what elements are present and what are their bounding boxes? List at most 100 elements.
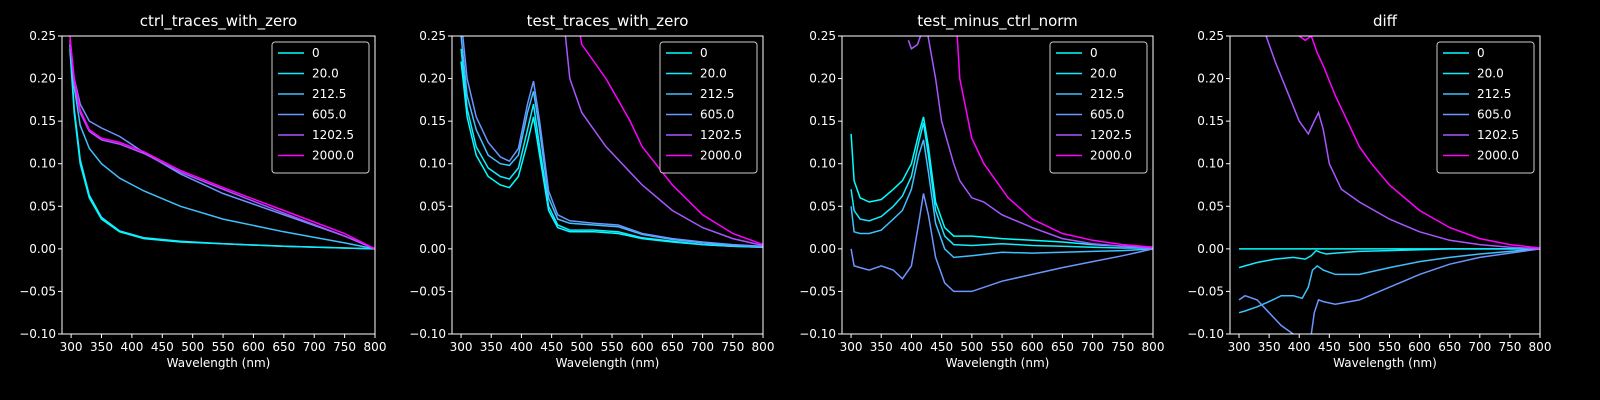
y-tick-label: 0.05 (809, 199, 836, 213)
series-line-20.0 (69, 44, 375, 250)
x-tick-label: 750 (1111, 340, 1134, 354)
legend-label: 1202.5 (312, 128, 354, 142)
y-tick-label: −0.10 (409, 327, 446, 341)
x-tick-label: 400 (120, 340, 143, 354)
legend-label: 0 (1477, 46, 1485, 60)
legend-label: 20.0 (1090, 67, 1117, 81)
x-tick-label: 600 (242, 340, 265, 354)
x-tick-label: 300 (60, 340, 83, 354)
y-tick-label: 0.00 (1197, 242, 1224, 256)
y-tick-label: 0.00 (809, 242, 836, 256)
x-tick-label: 700 (691, 340, 714, 354)
chart-title: test_traces_with_zero (527, 12, 689, 31)
axes-frame (61, 35, 376, 335)
chart-title: ctrl_traces_with_zero (140, 12, 297, 31)
x-tick-label: 300 (1228, 340, 1251, 354)
series-line-20.0 (850, 122, 1153, 249)
x-tick-label: 400 (900, 340, 923, 354)
x-tick-label: 650 (272, 340, 295, 354)
x-tick-label: 650 (1051, 340, 1074, 354)
x-tick-label: 350 (1258, 340, 1281, 354)
legend-label: 212.5 (1477, 87, 1511, 101)
series-line-20.0 (1238, 248, 1540, 269)
y-tick-label: 0.15 (29, 114, 56, 128)
x-tick-label: 450 (1318, 340, 1341, 354)
series-line-605.0 (69, 44, 375, 250)
legend-label: 212.5 (312, 87, 346, 101)
series-line-605.0 (1238, 248, 1540, 334)
y-tick-label: −0.05 (409, 284, 446, 298)
legend-label: 20.0 (1477, 67, 1504, 81)
axes-frame (841, 35, 1154, 335)
y-tick-label: −0.10 (19, 327, 56, 341)
y-tick-label: 0.05 (29, 199, 56, 213)
x-tick-label: 750 (721, 340, 744, 354)
series-line-1202.5 (907, 36, 1153, 249)
y-tick-label: 0.20 (29, 72, 56, 86)
legend-label: 1202.5 (1090, 128, 1132, 142)
y-tick-label: 0.10 (1197, 157, 1224, 171)
series-line-2000.0 (579, 36, 763, 246)
x-tick-label: 500 (960, 340, 983, 354)
y-tick-label: −0.10 (1187, 327, 1224, 341)
legend-box (659, 41, 758, 174)
y-tick-label: −0.05 (799, 284, 836, 298)
x-tick-label: 350 (480, 340, 503, 354)
x-tick-label: 750 (1498, 340, 1521, 354)
x-tick-label: 500 (181, 340, 204, 354)
x-axis-label: Wavelength (nm) (167, 356, 271, 370)
series-line-1202.5 (564, 36, 763, 247)
y-tick-label: 0.20 (809, 72, 836, 86)
axes-frame (451, 35, 764, 335)
x-tick-label: 650 (1438, 340, 1461, 354)
x-tick-label: 700 (303, 340, 326, 354)
x-tick-label: 300 (450, 340, 473, 354)
legend-label: 212.5 (1090, 87, 1124, 101)
y-tick-label: 0.00 (29, 242, 56, 256)
legend-label: 20.0 (700, 67, 727, 81)
legend: 0 20.0 212.5 605.0 1202.5 2000.0 (659, 41, 758, 174)
y-tick-label: 0.00 (419, 242, 446, 256)
axes-frame (1229, 35, 1541, 335)
legend-label: 2000.0 (312, 149, 354, 163)
series-line-605.0 (462, 36, 763, 248)
x-tick-label: 500 (1348, 340, 1371, 354)
x-tick-label: 550 (991, 340, 1014, 354)
x-tick-label: 500 (570, 340, 593, 354)
series-line-1202.5 (1265, 36, 1540, 250)
x-tick-label: 600 (1408, 340, 1431, 354)
series-line-212.5 (69, 44, 375, 250)
legend-label: 605.0 (1477, 108, 1511, 122)
x-tick-label: 400 (510, 340, 533, 354)
legend: 0 20.0 212.5 605.0 1202.5 2000.0 (271, 41, 370, 174)
series-line-2000.0 (956, 36, 1153, 248)
x-tick-label: 350 (870, 340, 893, 354)
x-tick-label: 550 (212, 340, 235, 354)
y-tick-label: 0.05 (419, 199, 446, 213)
legend: 0 20.0 212.5 605.0 1202.5 2000.0 (1049, 41, 1148, 174)
chart-panel-4: 300 350 400 450 500 550 600 650 700 750 800 −0.10 −0… (1187, 12, 1551, 370)
y-tick-label: 0.25 (1197, 29, 1224, 43)
legend-label: 2000.0 (700, 149, 742, 163)
legend-label: 605.0 (700, 108, 734, 122)
y-tick-label: 0.15 (419, 114, 446, 128)
series-line-0 (850, 116, 1153, 248)
y-tick-label: 0.05 (1197, 199, 1224, 213)
x-tick-label: 800 (1142, 340, 1165, 354)
x-tick-label: 450 (540, 340, 563, 354)
x-tick-label: 750 (333, 340, 356, 354)
legend-label: 1202.5 (700, 128, 742, 142)
legend-label: 1202.5 (1477, 128, 1519, 142)
x-tick-label: 450 (151, 340, 174, 354)
chart-panel-1: 300 350 400 450 500 550 600 650 700 750 800 −0.10 −0… (19, 12, 386, 370)
legend-label: 0 (312, 46, 320, 60)
legend-label: 20.0 (312, 67, 339, 81)
chart-panel-3: 300 350 400 450 500 550 600 650 700 750 800 −0.10 −0… (799, 12, 1164, 370)
chart-title: diff (1373, 12, 1398, 30)
x-tick-label: 650 (661, 340, 684, 354)
legend-label: 605.0 (1090, 108, 1124, 122)
x-axis-label: Wavelength (nm) (556, 356, 660, 370)
x-tick-label: 800 (752, 340, 775, 354)
x-tick-label: 300 (840, 340, 863, 354)
